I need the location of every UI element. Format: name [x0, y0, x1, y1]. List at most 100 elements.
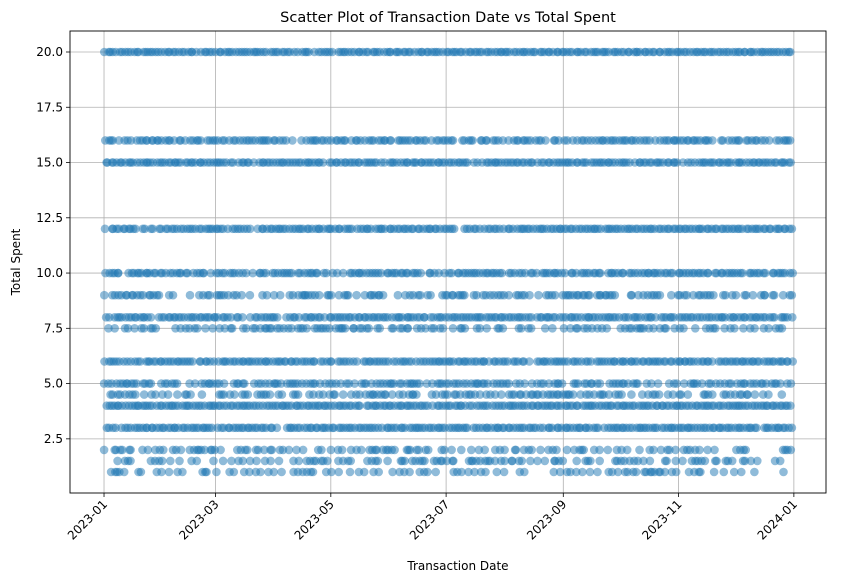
data-point — [534, 291, 543, 300]
data-point — [360, 468, 369, 477]
data-point — [417, 269, 426, 278]
data-point — [449, 136, 458, 145]
data-point — [173, 379, 182, 388]
data-point — [169, 291, 178, 300]
data-point — [426, 291, 435, 300]
data-point — [701, 457, 710, 466]
data-point — [684, 390, 693, 399]
data-point — [266, 457, 275, 466]
data-point — [158, 457, 167, 466]
data-point — [276, 291, 285, 300]
y-tick-label: 5.0 — [44, 377, 63, 391]
data-point — [252, 457, 261, 466]
data-point — [696, 468, 705, 477]
y-axis-title: Total Spent — [9, 228, 23, 296]
data-point — [708, 136, 717, 145]
data-point — [341, 324, 350, 333]
data-point — [412, 390, 421, 399]
data-point — [480, 446, 489, 455]
data-point — [710, 468, 719, 477]
data-point — [595, 446, 604, 455]
data-point — [586, 468, 595, 477]
data-point — [558, 379, 567, 388]
data-point — [788, 357, 797, 366]
data-point — [572, 457, 581, 466]
data-point — [499, 324, 508, 333]
data-point — [525, 291, 534, 300]
data-point — [752, 424, 761, 433]
data-point — [299, 446, 308, 455]
data-point — [482, 324, 491, 333]
data-point — [256, 468, 265, 477]
data-point — [750, 468, 759, 477]
data-point — [339, 390, 348, 399]
data-point — [461, 324, 470, 333]
chart-title: Scatter Plot of Transaction Date vs Tota… — [280, 10, 616, 26]
data-point — [728, 457, 737, 466]
data-point — [673, 379, 682, 388]
data-point — [649, 446, 658, 455]
data-point — [709, 291, 718, 300]
data-point — [520, 468, 529, 477]
data-point — [323, 457, 332, 466]
data-point — [656, 291, 665, 300]
data-point — [186, 291, 195, 300]
data-point — [376, 324, 385, 333]
data-point — [623, 446, 632, 455]
data-point — [520, 379, 529, 388]
data-point — [126, 457, 135, 466]
data-point — [655, 390, 664, 399]
data-point — [202, 468, 211, 477]
data-point — [212, 468, 221, 477]
data-point — [147, 379, 156, 388]
data-point — [595, 457, 604, 466]
data-point — [635, 446, 644, 455]
data-point — [741, 446, 750, 455]
data-point — [390, 446, 399, 455]
data-point — [278, 390, 287, 399]
data-point — [711, 324, 720, 333]
data-point — [275, 457, 284, 466]
data-point — [786, 48, 795, 57]
data-point — [346, 468, 355, 477]
x-axis-title: Transaction Date — [406, 559, 508, 573]
data-point — [779, 468, 788, 477]
data-point — [691, 324, 700, 333]
data-point — [468, 136, 477, 145]
data-point — [449, 324, 458, 333]
data-point — [266, 390, 275, 399]
data-point — [712, 457, 721, 466]
data-point — [788, 225, 797, 234]
data-point — [285, 446, 294, 455]
data-point — [551, 291, 560, 300]
data-point — [541, 136, 550, 145]
data-point — [449, 457, 458, 466]
data-point — [120, 468, 129, 477]
data-point — [751, 390, 760, 399]
data-point — [400, 457, 409, 466]
data-point — [186, 390, 195, 399]
data-point — [525, 357, 534, 366]
data-point — [177, 446, 186, 455]
data-point — [603, 324, 612, 333]
data-point — [788, 424, 797, 433]
data-point — [317, 446, 326, 455]
data-point — [732, 291, 741, 300]
data-point — [518, 457, 527, 466]
data-point — [309, 468, 318, 477]
data-point — [627, 390, 636, 399]
data-point — [268, 446, 277, 455]
data-point — [126, 446, 135, 455]
data-point — [730, 324, 739, 333]
data-point — [559, 457, 568, 466]
data-point — [387, 136, 396, 145]
data-point — [277, 468, 286, 477]
data-point — [346, 457, 355, 466]
data-point — [344, 291, 353, 300]
data-point — [552, 446, 561, 455]
data-point — [776, 457, 785, 466]
data-point — [365, 324, 374, 333]
data-point — [527, 446, 536, 455]
data-point — [450, 225, 459, 234]
data-point — [778, 390, 787, 399]
